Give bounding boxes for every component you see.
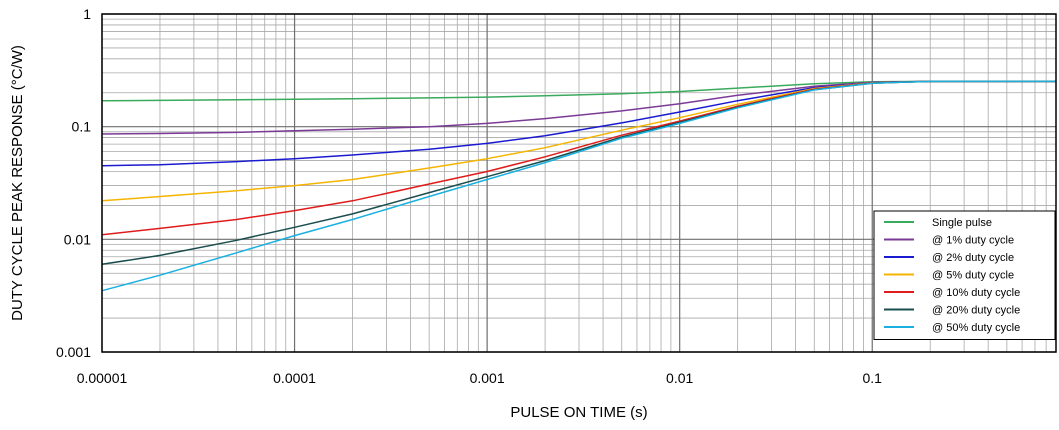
y-tick-label: 0.001 <box>56 344 91 360</box>
plot-frame <box>101 13 1057 353</box>
y-tick-label: 0.01 <box>64 231 91 247</box>
x-tick-label: 0.1 <box>863 370 883 386</box>
legend-label-6: @ 20% duty cycle <box>932 305 1020 317</box>
y-tick-label: 0.1 <box>72 119 92 135</box>
y-tick-labels: 1 0.1 0.01 0.001 <box>56 6 91 360</box>
legend-label-3: @ 2% duty cycle <box>932 252 1014 264</box>
x-tick-label: 0.001 <box>470 370 505 386</box>
legend-label-4: @ 5% duty cycle <box>932 270 1014 282</box>
x-axis-title: PULSE ON TIME (s) <box>510 404 647 421</box>
y-axis-title: DUTY CYCLE PEAK RESPONSE (°C/W) <box>9 45 26 321</box>
series-layer <box>101 80 1056 292</box>
legend-label-5: @ 10% duty cycle <box>932 287 1020 299</box>
x-tick-label: 0.00001 <box>77 370 128 386</box>
x-tick-label: 0.01 <box>666 370 693 386</box>
x-tick-labels: 0.00001 0.0001 0.001 0.01 0.1 <box>77 370 882 386</box>
y-tick-label: 1 <box>83 6 91 22</box>
legend-label-2: @ 1% duty cycle <box>932 235 1014 247</box>
legend-label-1: Single pulse <box>932 217 992 229</box>
legend: Single pulse @ 1% duty cycle @ 2% duty cyc… <box>873 210 1056 340</box>
legend-label-7: @ 50% duty cycle <box>932 322 1020 334</box>
series-line-7 <box>101 80 1056 292</box>
x-tick-label: 0.0001 <box>273 370 316 386</box>
